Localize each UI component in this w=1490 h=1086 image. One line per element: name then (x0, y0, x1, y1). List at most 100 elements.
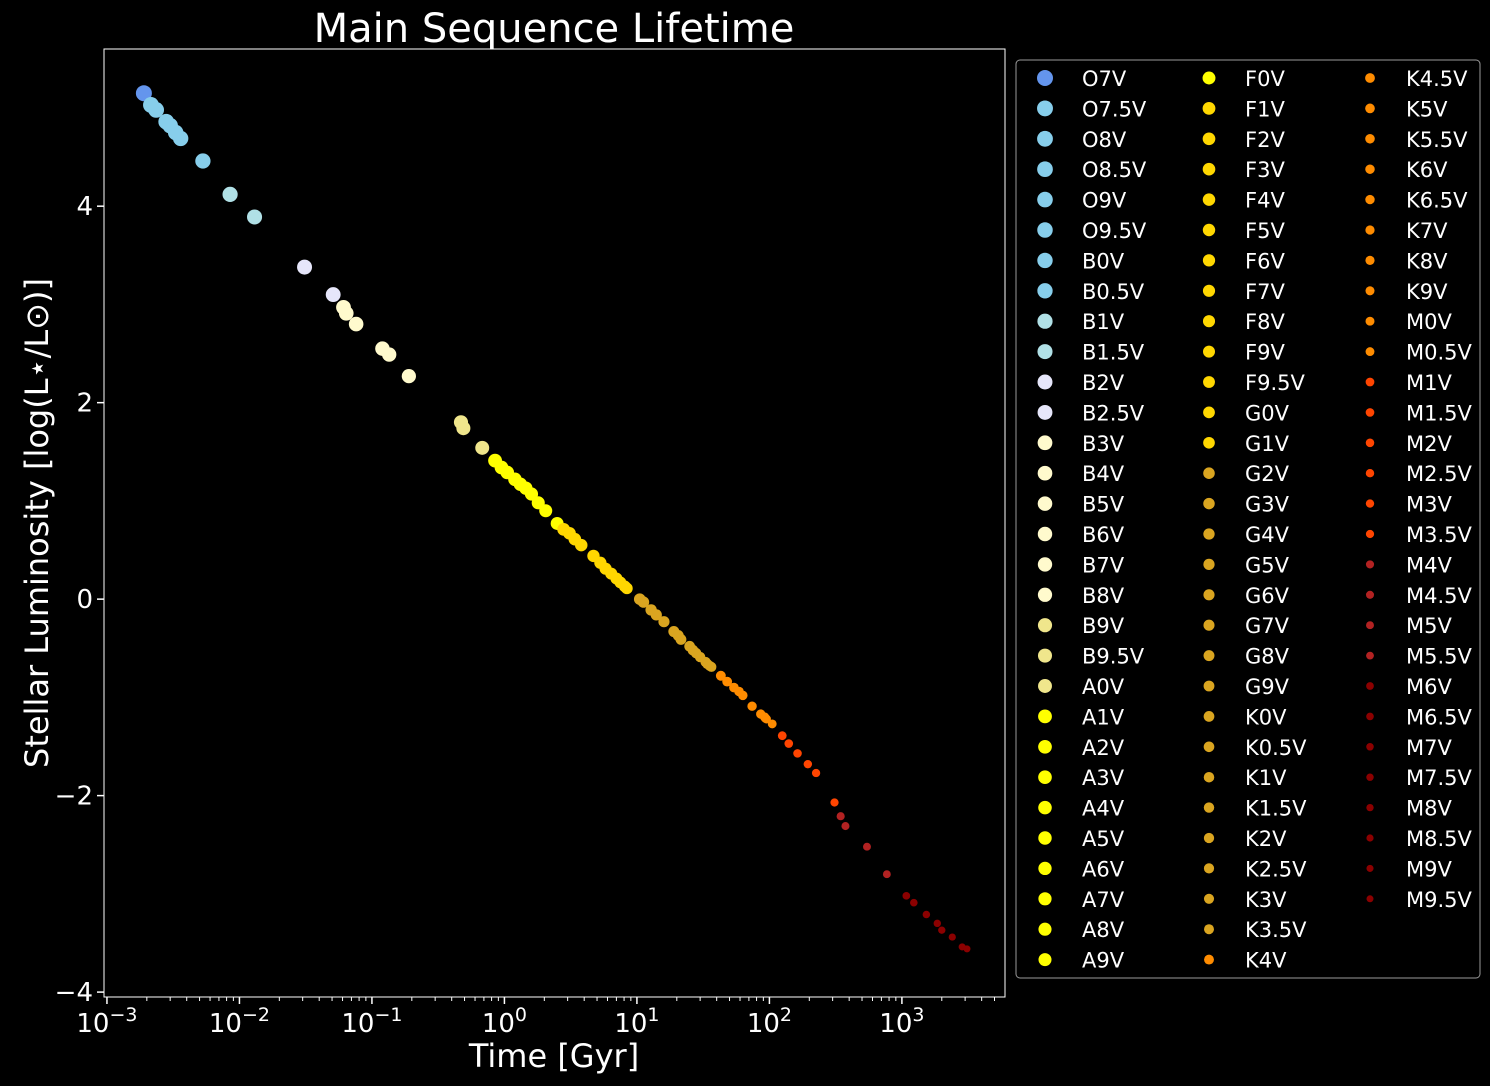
legend-marker (1365, 134, 1375, 144)
legend-marker (1366, 651, 1374, 660)
data-point-k6-5v (747, 701, 757, 711)
data-point-m4v (836, 812, 845, 821)
legend-marker (1038, 861, 1052, 876)
legend-label: M8.5V (1406, 827, 1473, 851)
legend-label: F7V (1245, 280, 1285, 304)
data-point-b9-5v (456, 421, 471, 436)
legend-marker (1365, 408, 1375, 417)
legend-label: M9.5V (1406, 888, 1473, 912)
legend-label: K5.5V (1406, 128, 1468, 152)
legend-label: M7.5V (1406, 766, 1473, 790)
legend-marker (1203, 680, 1215, 692)
legend-label: M1.5V (1406, 401, 1473, 425)
data-point-m2-5v (803, 759, 813, 769)
data-point-m3-5v (830, 798, 839, 807)
data-point-m6v (902, 891, 911, 900)
legend-marker (1037, 374, 1053, 390)
legend-marker (1037, 557, 1053, 572)
legend-marker (1037, 222, 1053, 238)
legend-marker (1037, 648, 1053, 663)
legend-marker (1203, 771, 1215, 783)
data-point-m7-5v (933, 919, 942, 928)
legend-label: F5V (1245, 219, 1285, 243)
legend-marker (1203, 619, 1215, 631)
y-tick-label: −2 (55, 782, 93, 812)
legend-label: A7V (1082, 888, 1125, 912)
legend-marker (1365, 377, 1375, 387)
legend-marker (1203, 650, 1215, 662)
legend-label: K0.5V (1245, 736, 1307, 760)
legend-marker (1038, 739, 1052, 754)
data-point-o7v (135, 85, 152, 102)
legend-marker (1366, 743, 1374, 751)
x-axis: 10−3 10−2 10−1 100 101 102 103 (76, 997, 996, 1039)
y-tick-label: 4 (76, 192, 93, 222)
legend-marker (1037, 161, 1053, 178)
data-point-k6v (738, 690, 748, 701)
data-point-b0v (172, 130, 189, 147)
legend-label: M9V (1406, 857, 1452, 881)
legend-label: K3V (1245, 888, 1287, 912)
legend-marker (1038, 953, 1052, 967)
legend-marker (1037, 283, 1053, 299)
data-point-k3-5v (706, 661, 717, 672)
legend-label: M3V (1406, 493, 1452, 517)
legend-marker (1366, 834, 1374, 842)
legend-marker (1203, 376, 1215, 388)
y-tick-label: 0 (76, 585, 93, 615)
legend-marker (1037, 191, 1053, 208)
data-point-m5v (863, 842, 871, 851)
legend-label: K6V (1406, 158, 1448, 182)
legend-label: G1V (1245, 432, 1290, 456)
legend-label: K3.5V (1245, 918, 1307, 942)
legend-label: K9V (1406, 280, 1448, 304)
legend-marker (1202, 254, 1216, 267)
x-tick-label: 10−2 (209, 1004, 270, 1039)
x-axis-label: Time [Gyr] (468, 1037, 639, 1075)
legend-marker (1365, 560, 1375, 569)
legend-marker (1202, 315, 1216, 328)
legend-label: B9.5V (1082, 645, 1145, 669)
legend-label: B2.5V (1082, 401, 1145, 425)
legend-marker (1366, 712, 1374, 721)
legend-label: K6.5V (1406, 189, 1468, 213)
legend-label: F2V (1245, 128, 1285, 152)
legend-label: K7V (1406, 219, 1448, 243)
legend-marker (1365, 590, 1375, 599)
legend-marker (1202, 284, 1216, 297)
legend-marker (1203, 467, 1215, 479)
data-point-f4v (575, 538, 588, 552)
legend-label: G3V (1245, 493, 1290, 517)
data-point-b0-5v (195, 153, 211, 169)
legend-label: B6V (1082, 523, 1125, 547)
legend-label: M1V (1406, 371, 1452, 395)
legend-label: M4V (1406, 553, 1452, 577)
legend-marker (1366, 864, 1374, 872)
legend-label: A2V (1082, 736, 1125, 760)
data-point-b2-5v (325, 287, 341, 303)
legend-marker (1037, 465, 1053, 481)
legend-label: M0V (1406, 310, 1452, 334)
scatter-points (135, 85, 971, 953)
legend-label: K4.5V (1406, 67, 1468, 91)
legend-marker (1203, 893, 1215, 904)
x-tick-label: 102 (747, 1004, 792, 1039)
legend-label: A4V (1082, 797, 1125, 821)
legend-marker (1365, 316, 1375, 326)
x-tick-label: 10−1 (341, 1004, 402, 1039)
legend-label: B1.5V (1082, 341, 1145, 365)
data-point-m2v (793, 749, 802, 758)
legend-marker (1203, 832, 1215, 844)
y-tick-label: 2 (76, 389, 93, 419)
legend-marker (1365, 438, 1375, 448)
data-point-o8v (148, 102, 165, 118)
x-tick-label: 100 (482, 1004, 527, 1039)
legend-label: K2V (1245, 827, 1287, 851)
legend-label: M6V (1406, 675, 1452, 699)
legend-label: A9V (1082, 949, 1125, 973)
legend-marker (1038, 679, 1052, 693)
legend-marker (1203, 711, 1215, 722)
legend-label: A1V (1082, 705, 1125, 729)
legend-marker (1204, 954, 1214, 965)
legend-marker (1203, 345, 1215, 358)
